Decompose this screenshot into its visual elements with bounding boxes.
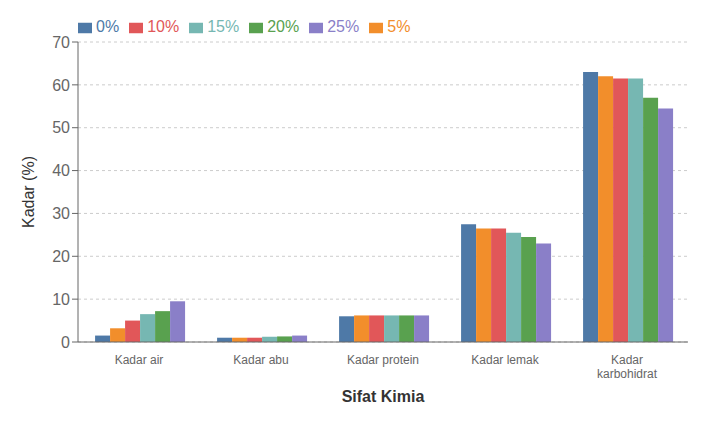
svg-text:60: 60 (52, 77, 70, 94)
svg-text:Kadar protein: Kadar protein (347, 353, 419, 367)
svg-text:30: 30 (52, 205, 70, 222)
html-text:15%: 15% (207, 18, 240, 35)
html-text:0%: 0% (96, 18, 120, 35)
svg-text:Kadar lemak: Kadar lemak (471, 353, 539, 367)
svg-text:40: 40 (52, 162, 70, 179)
html-text:10%: 10% (147, 18, 180, 35)
svg-text:50: 50 (52, 119, 70, 136)
svg-text:Kadar abu: Kadar abu (233, 353, 288, 367)
svg-text:Kadar (%): Kadar (%) (20, 156, 37, 228)
svg-text:0: 0 (61, 334, 70, 351)
html-text:5%: 5% (387, 18, 411, 35)
svg-text:Sifat Kimia: Sifat Kimia (342, 388, 425, 405)
html-text:20%: 20% (267, 18, 300, 35)
svg-text:20: 20 (52, 248, 70, 265)
html-text:25%: 25% (327, 18, 360, 35)
svg-text:Kadar air: Kadar air (115, 353, 164, 367)
svg-text:70: 70 (52, 34, 70, 51)
svg-text:10: 10 (52, 291, 70, 308)
svg-text:Kadarkarbohidrat: Kadarkarbohidrat (597, 353, 658, 381)
